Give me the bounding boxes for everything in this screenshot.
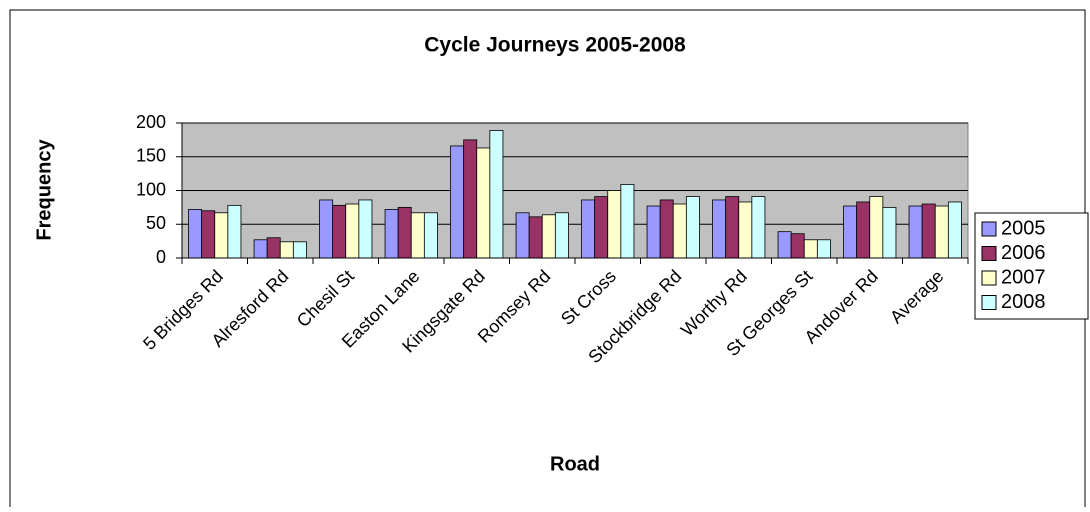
legend-label: 2006 [1001,242,1046,264]
bar [869,196,884,259]
y-tick-label: 0 [156,247,166,267]
bar [450,145,465,259]
bar [908,205,923,259]
bar [489,130,504,259]
bar [358,199,373,259]
y-tick-label: 100 [136,179,166,199]
legend-label: 2007 [1001,266,1046,288]
bar [423,212,438,259]
bar [279,241,294,259]
bar [201,210,216,259]
bar [345,203,360,259]
bar [227,204,242,259]
bar [554,212,569,259]
y-tick-label: 50 [146,213,166,233]
bar [541,214,556,259]
bar [319,199,334,259]
bar [463,139,478,259]
bar [292,241,307,259]
bar [332,204,347,259]
bar [410,212,425,259]
bar [803,239,818,259]
bar [738,201,753,259]
bar [856,201,871,259]
bar [594,196,609,259]
bar [751,196,766,259]
bar [659,199,674,259]
bar [843,205,858,259]
legend-label: 2005 [1001,217,1046,239]
bar [581,199,596,259]
bar [921,203,936,259]
bar [934,205,949,259]
legend-swatch [981,246,997,261]
chart-frame [9,9,1086,512]
bar [947,201,962,259]
bar [777,231,792,259]
y-axis-label: Frequency [33,139,55,241]
bar [620,184,635,259]
y-tick-label: 150 [136,146,166,166]
bar [266,237,281,259]
bar [725,196,740,259]
bar [607,190,622,259]
bar [253,239,268,259]
bar [397,206,412,259]
bar [188,208,203,259]
bar [528,216,543,259]
chart-title: Cycle Journeys 2005-2008 [424,34,686,57]
legend-label: 2008 [1001,291,1046,313]
bar [712,199,727,259]
bar [672,203,687,259]
bar [882,206,897,259]
y-tick-label: 200 [136,112,166,132]
legend-swatch [981,295,997,310]
legend-swatch [981,221,997,237]
x-axis-label: Road [550,453,600,475]
bar [646,205,661,259]
bar [790,233,805,259]
bar [515,212,530,259]
bar [816,239,831,259]
bar [685,196,700,259]
legend-swatch [981,270,997,286]
bar [384,208,399,259]
bar [214,212,229,259]
bar [476,147,491,259]
